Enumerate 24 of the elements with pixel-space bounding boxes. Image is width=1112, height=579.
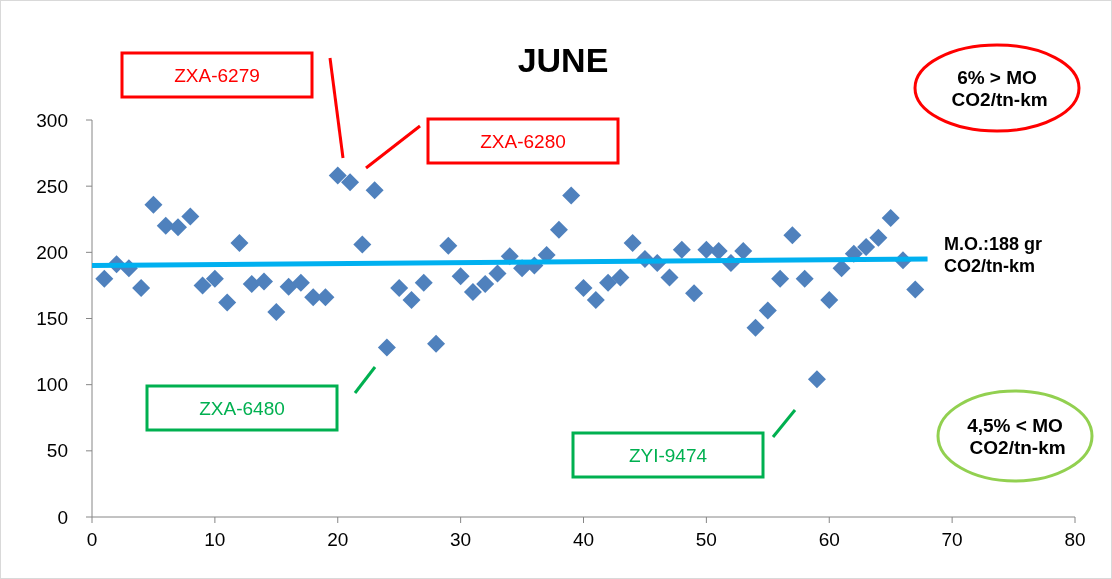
y-tick-label: 0 [57, 506, 68, 528]
x-tick-label: 70 [941, 528, 963, 550]
annotation: ZYI-9474 [628, 444, 708, 466]
x-tick-label: 30 [450, 528, 472, 550]
chart-title: JUNE [517, 41, 609, 79]
y-tick-label: 100 [36, 374, 68, 396]
x-tick-label: 20 [327, 528, 349, 550]
annotation: M.O.:188 gr CO2/tn-km [944, 234, 1043, 276]
y-tick-label: 200 [36, 241, 68, 263]
x-tick-label: 0 [86, 528, 98, 550]
y-tick-label: 50 [46, 440, 68, 462]
x-tick-label: 40 [572, 528, 595, 550]
y-tick-label: 300 [36, 109, 68, 131]
annotation: ZXA-6280 [480, 130, 566, 152]
x-tick-label: 50 [695, 528, 717, 550]
y-tick-label: 250 [36, 175, 68, 197]
y-tick-label: 150 [36, 308, 68, 329]
x-tick-label: 10 [204, 528, 226, 550]
text: ZXA-6279 [174, 64, 260, 86]
x-tick-label: 80 [1064, 528, 1086, 550]
x-tick-label: 60 [818, 528, 840, 550]
annotation: 4,5% < MO CO2/tn-km [964, 414, 1066, 458]
text: 6% > MO CO2/tn-km [946, 66, 1048, 110]
annotation: ZXA-6480 [199, 397, 285, 419]
